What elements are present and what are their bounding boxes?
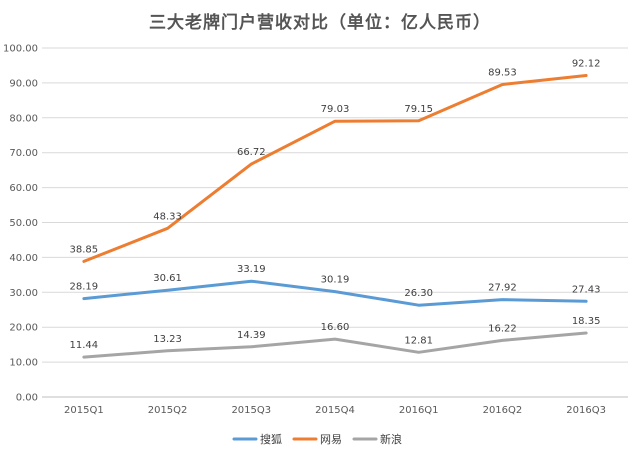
y-tick-label: 30.00 (9, 288, 38, 299)
data-label: 30.61 (153, 273, 182, 284)
data-label: 14.39 (237, 330, 266, 341)
y-tick-label: 60.00 (9, 183, 38, 194)
data-label: 12.81 (404, 335, 433, 346)
data-label: 79.03 (321, 104, 350, 115)
data-label: 79.15 (404, 104, 433, 115)
data-label: 26.30 (404, 288, 433, 299)
data-label: 27.92 (488, 283, 517, 294)
y-tick-label: 70.00 (9, 148, 38, 159)
data-label: 92.12 (572, 59, 601, 70)
x-tick-label: 2015Q2 (148, 405, 188, 416)
legend-label: 新浪 (380, 432, 402, 446)
x-tick-label: 2015Q4 (315, 405, 355, 416)
data-label: 38.85 (70, 244, 99, 255)
y-tick-label: 100.00 (3, 44, 38, 55)
legend-label: 搜狐 (260, 432, 282, 446)
data-label: 16.60 (321, 322, 350, 333)
legend-label: 网易 (320, 433, 342, 446)
chart-title: 三大老牌门户营收对比（单位：亿人民币） (149, 13, 491, 33)
y-tick-label: 80.00 (9, 113, 38, 124)
y-tick-label: 50.00 (9, 218, 38, 229)
data-label: 16.22 (488, 323, 517, 334)
x-tick-label: 2015Q1 (64, 405, 104, 416)
y-tick-label: 10.00 (9, 358, 38, 369)
data-label: 48.33 (153, 211, 182, 222)
series-line (82, 74, 588, 263)
x-tick-label: 2016Q2 (483, 405, 523, 416)
y-tick-label: 20.00 (9, 323, 38, 334)
data-label: 89.53 (488, 68, 517, 79)
data-label: 18.35 (572, 316, 601, 327)
x-tick-label: 2015Q3 (231, 405, 271, 416)
y-tick-label: 90.00 (9, 78, 38, 89)
data-label: 28.19 (70, 282, 99, 293)
series-line (82, 279, 588, 307)
series-line (82, 331, 588, 359)
data-label: 13.23 (153, 334, 182, 345)
data-label: 30.19 (321, 275, 350, 286)
data-label: 66.72 (237, 147, 266, 158)
data-label: 33.19 (237, 264, 266, 275)
data-label: 11.44 (70, 340, 99, 351)
y-tick-label: 40.00 (9, 253, 38, 264)
data-label: 27.43 (572, 284, 601, 295)
x-tick-label: 2016Q3 (566, 405, 606, 416)
y-tick-label: 0.00 (16, 393, 38, 404)
x-tick-label: 2016Q1 (399, 405, 439, 416)
